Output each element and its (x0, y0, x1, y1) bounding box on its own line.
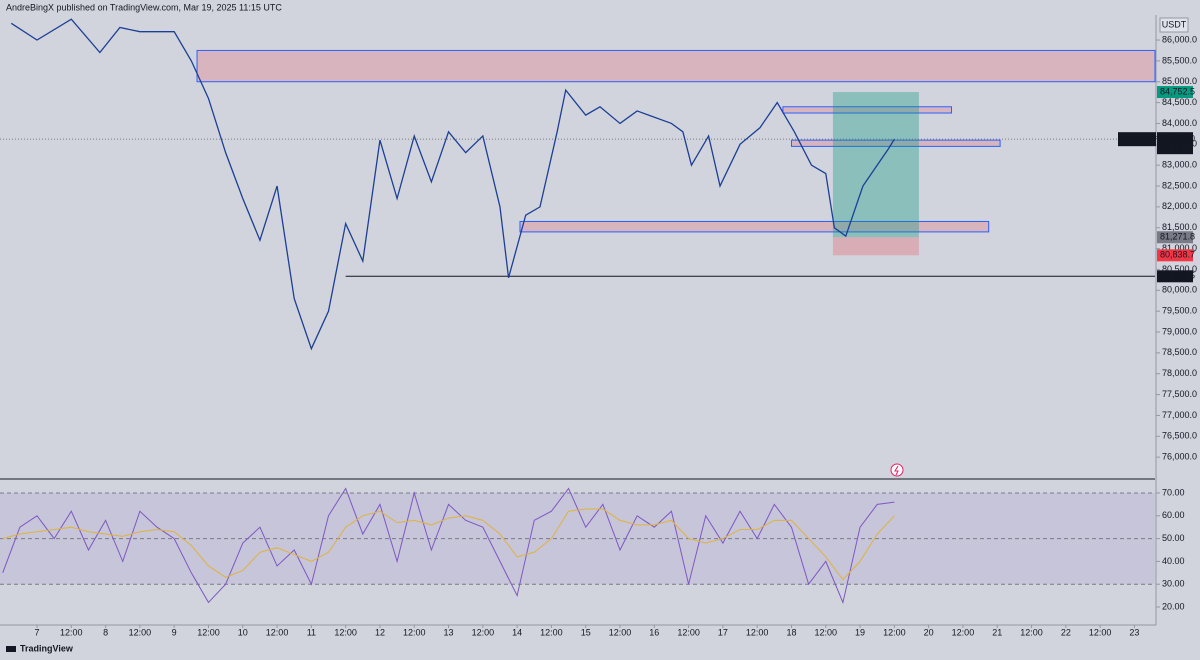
y-tick-label: 85,500.0 (1162, 55, 1197, 65)
x-tick-label: 19 (855, 627, 865, 637)
x-tick-label: 17 (718, 627, 728, 637)
zone (782, 106, 953, 114)
y-tick-label: 76,500.0 (1162, 431, 1197, 441)
price-label: 81,271.8 (1160, 232, 1195, 242)
x-tick-label: 16 (649, 627, 659, 637)
line (2, 487, 895, 605)
price-label: 80,838.7 (1160, 250, 1195, 260)
zone (196, 49, 1156, 83)
y-tick-label: 81,000.0 (1162, 243, 1197, 253)
x-tick-label: 12 (375, 627, 385, 637)
x-tick-label: 23 (1129, 627, 1139, 637)
price-label-symbol: BTCUSDT.P (1120, 136, 1159, 143)
rsi-tick-label: 50.00 (1162, 533, 1185, 543)
price-label-bg (1157, 86, 1193, 99)
y-tick-label: 84,500.0 (1162, 97, 1197, 107)
x-tick-label: 12:00 (815, 627, 838, 637)
y-tick-label: 85,000.0 (1162, 76, 1197, 86)
rsi-tick-label: 70.00 (1162, 487, 1185, 497)
line (2, 508, 895, 581)
y-tick-label: 79,000.0 (1162, 326, 1197, 336)
price-label-bg (1157, 231, 1193, 244)
x-tick-label: 12:00 (197, 627, 220, 637)
y-tick-label: 84,000.0 (1162, 118, 1197, 128)
y-tick-label: 77,500.0 (1162, 389, 1197, 399)
currency: USDT (1162, 19, 1187, 29)
y-tick-label: 78,500.0 (1162, 347, 1197, 357)
x-tick-label: 7 (35, 627, 40, 637)
x-tick-label: 14 (512, 627, 522, 637)
x-tick-label: 12:00 (60, 627, 83, 637)
x-tick-label: 22 (1061, 627, 1071, 637)
footer: TradingView (20, 643, 74, 653)
y-tick-label: 77,000.0 (1162, 410, 1197, 420)
y-tick-label: 82,000.0 (1162, 201, 1197, 211)
rsi-tick-label: 60.00 (1162, 510, 1185, 520)
line (10, 18, 895, 351)
rsi-tick-label: 20.00 (1162, 601, 1185, 611)
y-tick-label: 80,000.0 (1162, 285, 1197, 295)
x-tick-label: 12:00 (540, 627, 563, 637)
y-tick-label: 81,500.0 (1162, 222, 1197, 232)
price-label: 83,623.0 (1160, 134, 1195, 144)
x-tick-label: 12:00 (609, 627, 632, 637)
y-tick-label: 78,000.0 (1162, 368, 1197, 378)
x-tick-label: 21 (992, 627, 1002, 637)
x-tick-label: 20 (924, 627, 934, 637)
x-tick-label: 12:00 (1089, 627, 1112, 637)
x-tick-label: 8 (103, 627, 108, 637)
x-tick-label: 12:00 (677, 627, 700, 637)
price-label-bg (1118, 132, 1156, 147)
price-label-bg (1157, 132, 1193, 155)
price-label-bg (1157, 270, 1193, 283)
header: AndreBingX published on TradingView.com,… (6, 2, 282, 12)
y-tick-label: 82,500.0 (1162, 180, 1197, 190)
x-tick-label: 12:00 (952, 627, 975, 637)
currency-box (1159, 17, 1189, 33)
price-label: 84,752.5 (1160, 86, 1195, 96)
x-tick-label: 11 (307, 627, 316, 637)
x-tick-label: 12:00 (129, 627, 152, 637)
y-tick-label: 80,500.0 (1162, 264, 1197, 274)
x-tick-label: 15 (581, 627, 591, 637)
y-tick-label: 86,000.0 (1162, 34, 1197, 44)
x-tick-label: 10 (238, 627, 248, 637)
position-stop (832, 237, 919, 256)
x-tick-label: 12:00 (266, 627, 289, 637)
rsi-tick-label: 40.00 (1162, 556, 1185, 566)
logo (6, 646, 16, 652)
x-tick-label: 18 (786, 627, 796, 637)
zone (519, 220, 990, 233)
x-tick-label: 12:00 (334, 627, 357, 637)
y-tick-label: 76,000.0 (1162, 452, 1197, 462)
price-timer: 14:16 (1160, 143, 1183, 153)
rsi-tick-label: 30.00 (1162, 579, 1185, 589)
x-tick-label: 12:00 (883, 627, 906, 637)
price-label: 80,335.5 (1160, 271, 1195, 281)
x-tick-label: 9 (172, 627, 177, 637)
x-tick-label: 12:00 (1020, 627, 1043, 637)
zone (790, 139, 1001, 147)
lightning-icon (890, 463, 904, 477)
price-label-bg (1157, 249, 1193, 262)
x-tick-label: 12:00 (403, 627, 426, 637)
y-tick-label: 83,000.0 (1162, 160, 1197, 170)
y-tick-label: 79,500.0 (1162, 306, 1197, 316)
x-tick-label: 13 (444, 627, 454, 637)
position-target (832, 92, 919, 238)
x-tick-label: 12:00 (746, 627, 769, 637)
x-tick-label: 12:00 (472, 627, 495, 637)
